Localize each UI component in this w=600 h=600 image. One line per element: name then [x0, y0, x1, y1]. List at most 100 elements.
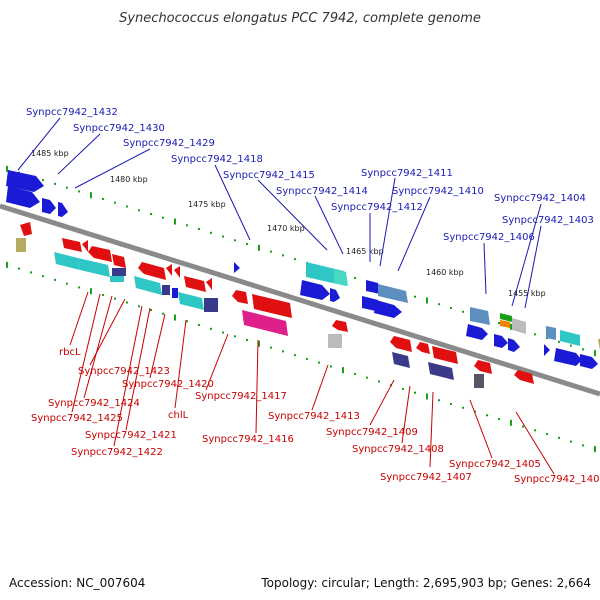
gene-label-1412: Synpcc7942_1412 [331, 202, 423, 213]
gene-1416r [232, 290, 248, 304]
gene-1419 [184, 276, 206, 292]
tick-dot [402, 387, 404, 390]
gene-1418 [234, 262, 240, 273]
gene-1410 [378, 284, 408, 303]
tick-dot [66, 186, 68, 189]
tick-dot [270, 250, 272, 253]
scale-label-1455: 1455 kbp [508, 289, 546, 298]
gene-label-1403: Synpcc7942_1403 [502, 215, 594, 226]
tick-dot [330, 365, 332, 368]
tick-dot [474, 410, 476, 413]
gene-1407 [428, 362, 454, 380]
forward-genes [6, 170, 598, 369]
tick-dot [198, 228, 200, 231]
gene-1421r [166, 264, 172, 276]
tick-dot [594, 350, 596, 357]
gene-1423 [112, 268, 126, 276]
reverse-leaders [69, 291, 555, 475]
gene-1408 [432, 346, 458, 364]
tick-dot [498, 322, 500, 325]
tick-dot [42, 275, 44, 278]
tick-dot [150, 213, 152, 215]
tick-dot [90, 288, 92, 295]
gene-label-1417: Synpcc7942_1417 [195, 391, 287, 402]
gene-1431 [6, 186, 40, 208]
gene-1404b [500, 320, 510, 328]
gene-label-1420: Synpcc7942_1420 [122, 379, 214, 390]
tick-dot [222, 235, 224, 238]
gene-chlL [178, 292, 204, 310]
tick-dot [414, 295, 416, 298]
tick-dot [114, 297, 116, 300]
gene-1433 [20, 222, 32, 236]
gene-label-1408: Synpcc7942_1408 [352, 444, 444, 455]
tick-dot [6, 261, 8, 268]
map-title: Synechococcus elongatus PCC 7942, comple… [119, 11, 481, 26]
gene-1417 [204, 298, 218, 312]
gene-1398 [544, 344, 550, 356]
tick-dot [282, 254, 284, 257]
gene-1421b [174, 266, 180, 278]
accession-text: Accession: NC_007604 [9, 576, 145, 590]
gene-1405-fwd [466, 324, 488, 340]
gene-chlL-r [206, 278, 212, 290]
tick-dot [210, 231, 212, 234]
tick-dot [558, 436, 560, 439]
tick-dot [438, 399, 440, 402]
tick-dot [414, 391, 416, 394]
tick-dot [534, 429, 536, 432]
gene-label-1413: Synpcc7942_1413 [268, 411, 360, 422]
scale-label-1470: 1470 kbp [267, 224, 305, 233]
gene-1400 [546, 326, 556, 340]
gene-1406 [470, 307, 490, 325]
gene-1427 [82, 240, 88, 252]
gene-1405 [474, 374, 484, 388]
tick-dot [78, 286, 80, 289]
tick-dot [582, 444, 584, 447]
gene-label-1411: Synpcc7942_1411 [361, 168, 453, 179]
tick-dot [246, 339, 248, 342]
tick-dot [486, 414, 488, 417]
tick-dot [258, 244, 260, 251]
tick-dot [570, 344, 572, 347]
gene-1434 [16, 238, 26, 252]
gene-label-1407: Synpcc7942_1407 [380, 472, 472, 483]
gene-1426 [88, 246, 112, 262]
tick-dot [462, 310, 464, 313]
tick-dot [318, 361, 320, 364]
gene-label-1425: Synpcc7942_1425 [31, 413, 123, 424]
tick-dot [366, 376, 368, 379]
tick-dot [510, 419, 512, 426]
gene-label-1410: Synpcc7942_1410 [392, 186, 484, 197]
gene-1416 [242, 310, 288, 336]
gene-1403 [512, 318, 526, 334]
gene-label-1421: Synpcc7942_1421 [85, 430, 177, 441]
tick-dot [234, 239, 236, 242]
tick-dot [450, 307, 452, 309]
gene-label-1402: Synpcc7942_1402 [514, 474, 600, 485]
tick-dot [426, 297, 428, 304]
gene-label-1430: Synpcc7942_1430 [73, 123, 165, 134]
gene-1413 [332, 320, 348, 332]
tick-dot [42, 179, 44, 182]
tick-dot [18, 267, 20, 270]
gene-label-1405: Synpcc7942_1405 [449, 459, 541, 470]
gene-label-1422: Synpcc7942_1422 [71, 447, 163, 458]
gene-label-1423: Synpcc7942_1423 [78, 366, 170, 377]
gene-1424 [78, 258, 110, 277]
gene-label-1415: Synpcc7942_1415 [223, 170, 315, 181]
tick-dot [534, 333, 536, 336]
tick-dot [354, 276, 356, 279]
gene-label-1409: Synpcc7942_1409 [326, 427, 418, 438]
tick-dot [462, 406, 464, 409]
gene-label-rbcL: rbcL [59, 347, 81, 358]
tick-dot [510, 323, 512, 330]
tick-dot [450, 403, 452, 405]
tick-dot [210, 327, 212, 330]
gene-label-1414: Synpcc7942_1414 [276, 186, 368, 197]
tick-dot [30, 271, 32, 274]
tick-dot [126, 205, 128, 208]
gene-label-1418: Synpcc7942_1418 [171, 154, 263, 165]
scale-labels: 1485 kbp 1480 kbp 1475 kbp 1470 kbp 1465… [31, 149, 546, 298]
gene-1409 [392, 352, 410, 368]
